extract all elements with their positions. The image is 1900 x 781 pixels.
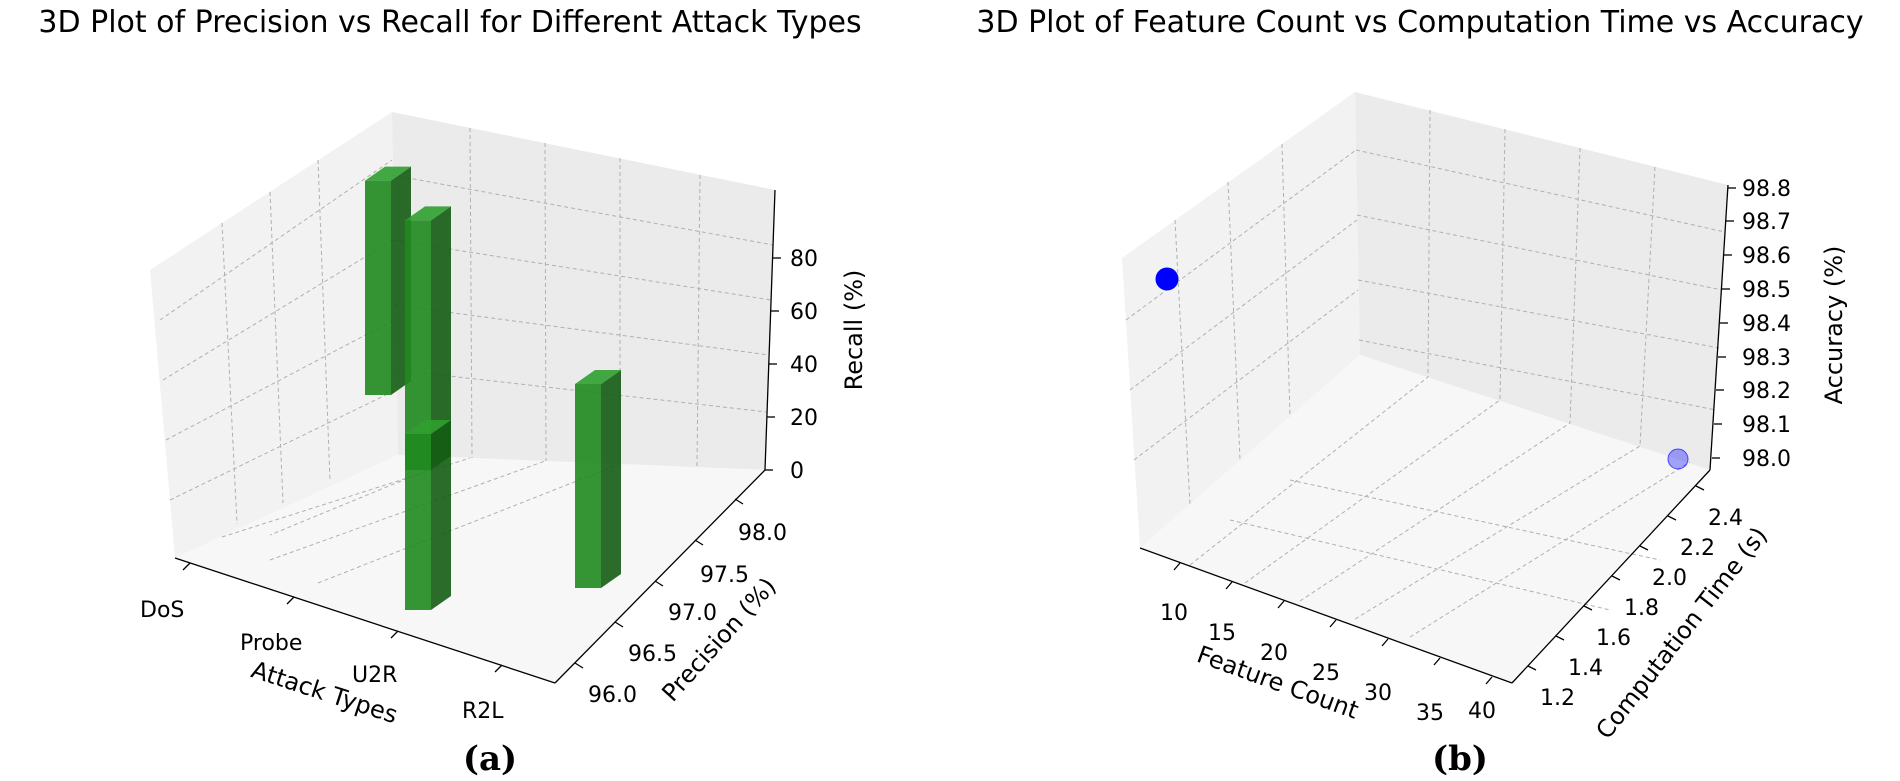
z-tick-label: 98.5: [1742, 278, 1791, 303]
bar-top-face: [405, 420, 451, 434]
chart-a-title: 3D Plot of Precision vs Recall for Diffe…: [38, 5, 861, 40]
bar-top-face: [405, 206, 451, 221]
bar-side-face: [431, 420, 451, 610]
chart-a-x-ticks: DoS Probe U2R R2L: [140, 562, 504, 724]
z-tick-label: 98.4: [1742, 312, 1791, 337]
chart-b-x-axis: [1139, 547, 1513, 684]
chart-b-y-ticks: 1.2 1.4 1.6 1.8 2.0 2.2 2.4: [1527, 485, 1743, 711]
chart-b-y-axis: [1511, 469, 1711, 684]
chart-b-left-pane: [1122, 92, 1360, 548]
chart-a-y-label: Precision (%): [656, 572, 781, 707]
y-tick-label: 1.4: [1568, 656, 1603, 681]
bar-dos: [405, 206, 451, 470]
y-tick-label: 2.2: [1680, 536, 1715, 561]
y-tick-label: 96.0: [588, 683, 637, 708]
chart-a-z-axis: [764, 189, 776, 471]
x-tick-label: DoS: [140, 598, 184, 623]
chart-a-z-label: Recall (%): [840, 270, 868, 391]
x-tick-label: 30: [1364, 681, 1392, 706]
chart-b-title: 3D Plot of Feature Count vs Computation …: [976, 5, 1863, 40]
chart-a-z-ticks: 0 20 40 60 80: [765, 247, 818, 484]
bar-front-face: [405, 434, 431, 610]
y-tick-label: 97.5: [700, 563, 749, 588]
x-tick-label: 15: [1208, 621, 1236, 646]
bar-front-face: [405, 220, 431, 470]
bar-u2r: [575, 370, 621, 588]
chart-a-left-pane: [150, 112, 398, 558]
chart-b-z-label: Accuracy (%): [1820, 246, 1848, 405]
y-tick-label: 2.4: [1708, 506, 1743, 531]
y-tick-label: 1.6: [1596, 626, 1631, 651]
y-tick-label: 97.0: [668, 601, 717, 626]
scatter-point: [1667, 448, 1689, 470]
x-tick-label: 10: [1160, 601, 1188, 626]
chart-a-y-ticks: 96.0 96.5 97.0 97.5 98.0: [574, 498, 787, 708]
z-tick-label: 80: [790, 247, 818, 272]
x-tick-label: R2L: [462, 699, 504, 724]
chart-b-z-axis: [1709, 184, 1729, 471]
y-tick-label: 98.0: [738, 521, 787, 546]
bar-front-face: [575, 384, 601, 588]
caption-a: (a): [463, 739, 517, 779]
chart-a-grid: [159, 127, 774, 584]
x-tick-label: 35: [1416, 701, 1444, 726]
x-tick-label: 40: [1468, 699, 1496, 724]
chart-b-grid: [1125, 109, 1726, 638]
y-tick-label: 1.2: [1540, 686, 1575, 711]
chart-b-x-ticks: 10 15 20 25 30 35 40: [1160, 562, 1496, 726]
z-tick-label: 98.6: [1742, 244, 1791, 269]
bar-top-face: [575, 370, 621, 384]
bar-probe: [405, 420, 451, 610]
y-tick-label: 2.0: [1652, 566, 1687, 591]
chart-a-x-axis: [174, 557, 556, 684]
z-tick-label: 98.8: [1742, 177, 1791, 202]
z-tick-label: 98.3: [1742, 346, 1791, 371]
x-tick-label: U2R: [352, 663, 397, 688]
chart-b-points: [1155, 267, 1689, 470]
scatter-point: [1155, 267, 1179, 291]
bar-side-face: [431, 206, 451, 470]
x-tick-label: 20: [1260, 641, 1288, 666]
bar-dos: [365, 166, 411, 395]
z-tick-label: 98.1: [1742, 413, 1791, 438]
x-tick-label: 25: [1312, 661, 1340, 686]
z-tick-label: 60: [790, 300, 818, 325]
bar-top-face: [365, 166, 411, 181]
z-tick-label: 98.0: [1742, 447, 1791, 472]
caption-b: (b): [1432, 739, 1488, 779]
chart-a-bars: [365, 166, 621, 610]
bar-front-face: [365, 180, 391, 395]
z-tick-label: 98.7: [1742, 210, 1791, 235]
y-tick-label: 1.8: [1624, 596, 1659, 621]
z-tick-label: 20: [790, 406, 818, 431]
z-tick-label: 0: [790, 459, 804, 484]
chart-b-back-pane: [1355, 92, 1728, 470]
z-tick-label: 98.2: [1742, 379, 1791, 404]
chart-a-y-axis: [554, 469, 766, 684]
bar-side-face: [601, 370, 621, 588]
panel-a: 3D Plot of Precision vs Recall for Diffe…: [38, 5, 868, 779]
z-tick-label: 40: [790, 353, 818, 378]
y-tick-label: 96.5: [628, 642, 677, 667]
chart-b-z-ticks: 98.0 98.1 98.2 98.3 98.4 98.5 98.6 98.7 …: [1712, 177, 1791, 472]
panel-b: 3D Plot of Feature Count vs Computation …: [976, 5, 1863, 779]
x-tick-label: Probe: [240, 631, 302, 656]
